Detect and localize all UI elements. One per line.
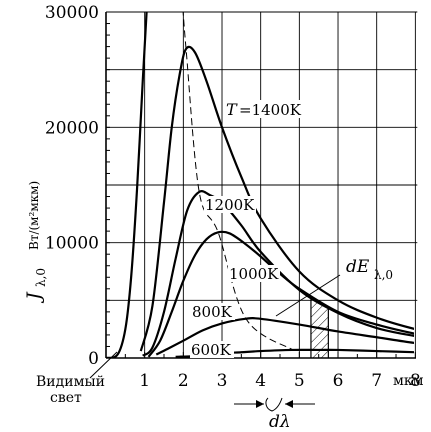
x-tick-label: 4 [255,371,266,391]
svg-text:800K: 800K [192,303,233,321]
shaded-band [310,295,329,358]
x-tick-label: 5 [294,371,305,391]
y-tick-label: 0 [88,349,99,369]
curve-1000k [147,230,414,358]
curve-800k [155,317,414,356]
y-axis-label-symbol: J [23,291,45,304]
de-label-subscript: λ,0 [374,268,393,282]
y-axis-label-subscript: λ,0 [34,268,48,287]
curve-label-800: 800K [191,303,235,321]
dlambda-left-arrowhead [256,400,264,408]
visible-light-label-line1: Видимый [36,374,105,390]
axes [105,12,416,359]
svg-text:1200K: 1200K [205,196,255,214]
visible-light-label-line2: свет [50,390,82,406]
visible-light-pointer [89,351,118,379]
x-tick-labels: 123456789 [139,371,421,391]
x-tick-label: 1 [139,371,150,391]
dlambda-dimension: dλ [234,397,315,432]
x-tick-label: 6 [333,371,344,391]
y-axis-label: J λ,0 Вт/(м²мкм) [23,181,48,304]
svg-text:600K: 600K [191,341,232,359]
de-label: dE [346,257,370,277]
y-tick-labels: 0 10000 20000 30000 [45,3,99,369]
x-tick-label: 2 [178,371,189,391]
dlambda-right-arrowhead [285,400,293,408]
x-tick-label: 3 [217,371,228,391]
de-annotation: dE λ,0 [275,257,393,317]
curve-label-1200: 1200K [204,196,256,214]
x-tick-label: 7 [371,371,382,391]
visible-light-annotation: Видимый свет [36,351,118,406]
wien-locus-group [182,12,294,351]
curve-label-1400-value: =1400K [239,101,302,119]
y-tick-label: 30000 [45,3,99,23]
curve-unlabeled [106,12,148,358]
x-axis-unit: мкм [393,373,424,389]
curve-label-1400-t: T [226,100,238,119]
curve-label-1400: T =1400K [224,100,320,119]
de-leader-line [275,274,341,317]
y-axis-label-unit: Вт/(м²мкм) [27,181,41,250]
curve-label-600: 600K [190,341,234,359]
x-tick-label: 8 [410,371,421,391]
dlambda-label: dλ [269,412,291,432]
y-tick-label: 10000 [45,234,99,254]
curve-t1400k [139,45,414,352]
svg-text:1000K: 1000K [229,265,279,283]
wien-locus-line [182,12,294,351]
dlambda-brace [265,397,283,412]
curve-label-1000: 1000K [228,265,280,283]
y-tick-label: 20000 [45,118,99,138]
